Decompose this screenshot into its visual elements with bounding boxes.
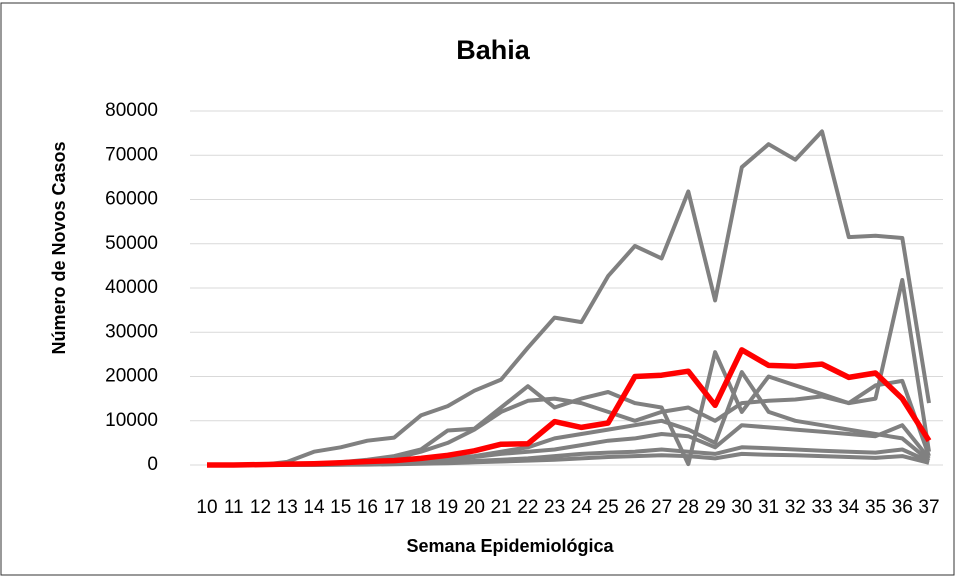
x-tick-label: 35 bbox=[865, 497, 886, 518]
x-tick-label: 19 bbox=[437, 497, 458, 518]
y-tick-label: 80000 bbox=[105, 100, 158, 121]
y-tick-label: 70000 bbox=[105, 144, 158, 165]
series-line bbox=[207, 347, 932, 468]
x-tick-label: 27 bbox=[651, 497, 672, 518]
y-tick-label: 40000 bbox=[105, 277, 158, 298]
x-tick-label: 37 bbox=[918, 497, 939, 518]
x-tick-label: 11 bbox=[224, 497, 244, 518]
x-tick-label: 31 bbox=[758, 497, 779, 518]
y-axis-label: Número de Novos Casos bbox=[49, 141, 69, 354]
x-tick-label: 24 bbox=[571, 497, 593, 518]
x-tick-label: 22 bbox=[517, 497, 538, 518]
y-tick-label: 20000 bbox=[105, 366, 158, 387]
y-tick-label: 30000 bbox=[105, 321, 158, 342]
x-tick-label: 15 bbox=[330, 497, 351, 518]
x-tick-label: 12 bbox=[250, 497, 271, 518]
x-tick-label: 14 bbox=[303, 497, 325, 518]
x-tick-label: 26 bbox=[624, 497, 645, 518]
x-tick-label: 32 bbox=[785, 497, 806, 518]
series-line bbox=[207, 129, 931, 467]
y-tick-label: 60000 bbox=[105, 189, 158, 210]
x-tick-label: 23 bbox=[544, 497, 565, 518]
x-tick-label: 34 bbox=[838, 497, 860, 518]
x-tick-label: 17 bbox=[384, 497, 405, 518]
x-tick-label: 21 bbox=[491, 497, 512, 518]
x-tick-label: 20 bbox=[464, 497, 485, 518]
x-tick-label: 18 bbox=[410, 497, 431, 518]
x-tick-label: 16 bbox=[357, 497, 378, 518]
x-tick-label: 36 bbox=[892, 497, 913, 518]
y-tick-label: 10000 bbox=[105, 410, 158, 431]
x-tick-label: 28 bbox=[678, 497, 699, 518]
y-tick-label: 50000 bbox=[105, 233, 158, 254]
x-tick-label: 30 bbox=[731, 497, 752, 518]
x-tick-label: 10 bbox=[196, 497, 217, 518]
chart-title: Bahia bbox=[456, 35, 531, 65]
x-tick-label: 29 bbox=[705, 497, 726, 518]
x-tick-label: 25 bbox=[598, 497, 619, 518]
x-tick-label: 33 bbox=[811, 497, 832, 518]
x-tick-label: 13 bbox=[277, 497, 298, 518]
y-tick-label: 0 bbox=[147, 454, 158, 475]
x-axis-label: Semana Epidemiológica bbox=[406, 536, 614, 556]
